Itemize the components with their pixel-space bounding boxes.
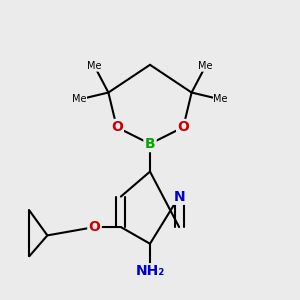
Text: Me: Me — [87, 61, 102, 71]
Text: Me: Me — [72, 94, 86, 104]
Text: NH₂: NH₂ — [135, 265, 165, 278]
Text: N: N — [173, 190, 185, 204]
Text: O: O — [111, 120, 123, 134]
Text: B: B — [145, 137, 155, 151]
Text: O: O — [88, 220, 101, 234]
Text: O: O — [177, 120, 189, 134]
Text: Me: Me — [214, 94, 228, 104]
Text: Me: Me — [198, 61, 213, 71]
